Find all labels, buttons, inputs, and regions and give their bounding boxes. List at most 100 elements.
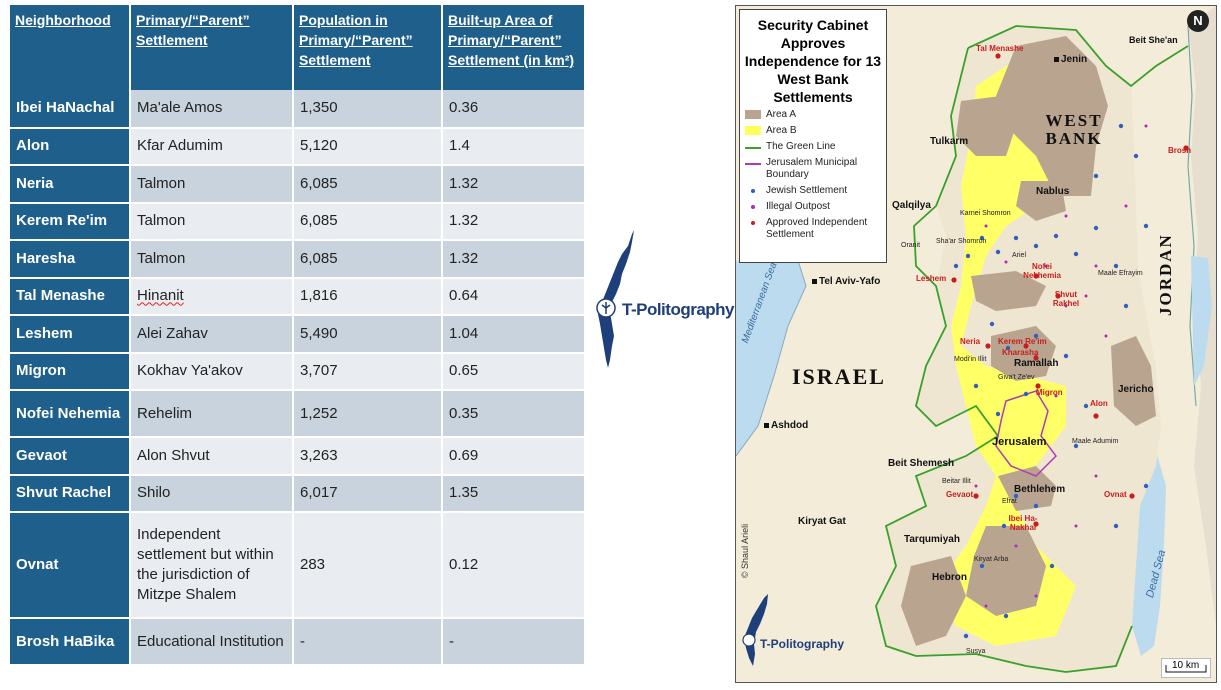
legend-item-area-a: Area A — [745, 109, 886, 121]
population-cell: 6,017 — [293, 474, 443, 513]
legend-label: Jewish Settlement — [766, 185, 848, 196]
area-cell: - — [442, 618, 586, 666]
region-jordan: JORDAN — [1156, 233, 1175, 316]
area-a-swatch — [745, 110, 761, 119]
approved-kerem-reim: Kerem Re'im — [998, 337, 1047, 346]
map-logo-brand-text: T-Politography — [760, 637, 844, 651]
population-cell: 3,263 — [293, 437, 443, 476]
city-nablus: Nablus — [1036, 186, 1070, 197]
parent-text: Hinanit — [137, 287, 184, 305]
legend-label: Approved Independent Settlement — [766, 217, 868, 240]
approved-migron: Migron — [1036, 388, 1063, 397]
place-beitar-illit: Beitar Illit — [942, 478, 971, 485]
city-tarqumiyah: Tarqumiyah — [904, 534, 960, 545]
population-cell: - — [293, 618, 443, 666]
header-built-up-area: Built-up Area of Primary/“Parent” Settle… — [442, 5, 586, 90]
legend-label: Illegal Outpost — [766, 201, 830, 212]
place-oranit: Oranit — [901, 242, 921, 249]
header-population: Population in Primary/“Parent” Settlemen… — [293, 5, 443, 90]
city-bethlehem: Bethlehem — [1014, 484, 1066, 495]
table-row: Ovnat Independent settlement but within … — [10, 512, 586, 619]
parent-cell: Alei Zahav — [130, 315, 294, 354]
israel-silhouette-icon — [742, 594, 768, 666]
legend-label: Area B — [766, 125, 797, 136]
place-givat-zeev: Giva't Ze'ev — [998, 374, 1035, 381]
neighborhood-cell: Shvut Rachel — [10, 474, 131, 513]
parent-cell: Hinanit — [130, 277, 294, 316]
place-modiin-illit: Modi'in Illit — [954, 356, 987, 363]
neighborhood-cell: Ibei HaNachal — [10, 90, 131, 129]
neighborhood-cell: Nofei Nehemia — [10, 390, 131, 438]
parent-cell: Ma'ale Amos — [130, 90, 294, 129]
city-tulkarm: Tulkarm — [930, 136, 969, 147]
population-cell: 1,350 — [293, 90, 443, 129]
city-jerusalem: Jerusalem — [992, 436, 1047, 448]
area-cell: 0.69 — [442, 437, 586, 476]
population-cell: 1,252 — [293, 390, 443, 438]
approved-kharasha: Kharasha — [1002, 348, 1039, 357]
legend-item-jewish-settlement: Jewish Settlement — [745, 185, 886, 197]
table-row: Tal Menashe Hinanit 1,816 0.64 — [10, 277, 586, 316]
legend-item-illegal-outpost: Illegal Outpost — [745, 201, 886, 213]
area-cell: 0.35 — [442, 390, 586, 438]
city-beit-shean: Beit She'an — [1129, 35, 1178, 45]
north-arrow-icon: N — [1187, 10, 1209, 32]
parent-cell: Shilo — [130, 474, 294, 513]
approved-neria: Neria — [960, 337, 981, 346]
parent-cell: Educational Institution — [130, 618, 294, 666]
header-neighborhood: Neighborhood — [10, 5, 131, 90]
purple-dot-icon — [751, 205, 755, 209]
neighborhood-cell: Ovnat — [10, 512, 131, 619]
israel-silhouette-icon — [596, 230, 634, 368]
area-cell: 1.4 — [442, 127, 586, 166]
header-parent-settlement: Primary/“Parent” Settlement — [130, 5, 294, 90]
legend-label: The Green Line — [766, 141, 836, 152]
scale-line-icon — [1165, 665, 1207, 673]
area-cell: 0.65 — [442, 352, 586, 391]
t-politography-logo: T-Politography — [592, 228, 735, 368]
neighborhood-cell: Tal Menashe — [10, 277, 131, 316]
table-row: Shvut Rachel Shilo 6,017 1.35 — [10, 474, 586, 513]
blue-dot-icon — [751, 189, 755, 193]
legend-label: Jerusalem Municipal Boundary — [766, 157, 858, 180]
population-cell: 5,120 — [293, 127, 443, 166]
area-cell: 1.32 — [442, 202, 586, 241]
region-west-bank: WEST BANK — [1045, 111, 1103, 148]
table-row: Neria Talmon 6,085 1.32 — [10, 165, 586, 204]
parent-cell: Talmon — [130, 240, 294, 279]
area-cell: 0.64 — [442, 277, 586, 316]
neighborhood-cell: Alon — [10, 127, 131, 166]
parent-cell: Kokhav Ya'akov — [130, 352, 294, 391]
place-kiryat-arba: Kiryat Arba — [974, 556, 1009, 563]
area-cell: 1.04 — [442, 315, 586, 354]
place-susya: Susya — [966, 648, 986, 655]
table-row: Brosh HaBika Educational Institution - - — [10, 618, 586, 666]
city-hebron: Hebron — [932, 572, 967, 583]
area-cell: 1.32 — [442, 240, 586, 279]
place-shaar-shomron: Sha'ar Shomron — [936, 238, 987, 245]
legend-item-jerusalem-boundary: Jerusalem Municipal Boundary — [745, 157, 886, 181]
map-t-politography-logo: T-Politography — [740, 594, 850, 666]
city-tel-aviv: Tel Aviv-Yafo — [812, 276, 880, 287]
table-row: Alon Kfar Adumim 5,120 1.4 — [10, 127, 586, 166]
neighborhood-cell: Brosh HaBika — [10, 618, 131, 666]
area-cell: 1.35 — [442, 474, 586, 513]
parent-cell: Independent settlement but within the ju… — [130, 512, 294, 619]
population-cell: 6,085 — [293, 165, 443, 204]
population-cell: 5,490 — [293, 315, 443, 354]
neighborhood-cell: Leshem — [10, 315, 131, 354]
city-ashdod: Ashdod — [764, 420, 808, 431]
red-dot-icon — [751, 221, 755, 225]
table-row: Gevaot Alon Shvut 3,263 0.69 — [10, 437, 586, 476]
table-row: Haresha Talmon 6,085 1.32 — [10, 240, 586, 279]
population-cell: 6,085 — [293, 240, 443, 279]
neighborhood-cell: Haresha — [10, 240, 131, 279]
place-karnei-shomron: Karnei Shomron — [960, 210, 1011, 217]
region-israel: ISRAEL — [792, 364, 886, 389]
table-row: Ibei HaNachal Ma'ale Amos 1,350 0.36 — [10, 90, 586, 129]
table-row: Nofei Nehemia Rehelim 1,252 0.35 — [10, 390, 586, 438]
city-jenin: Jenin — [1054, 54, 1087, 65]
west-bank-map: Security Cabinet Approves Independence f… — [735, 5, 1217, 683]
approved-gevaot: Gevaot — [946, 490, 974, 499]
map-title: Security Cabinet Approves Independence f… — [744, 17, 882, 105]
